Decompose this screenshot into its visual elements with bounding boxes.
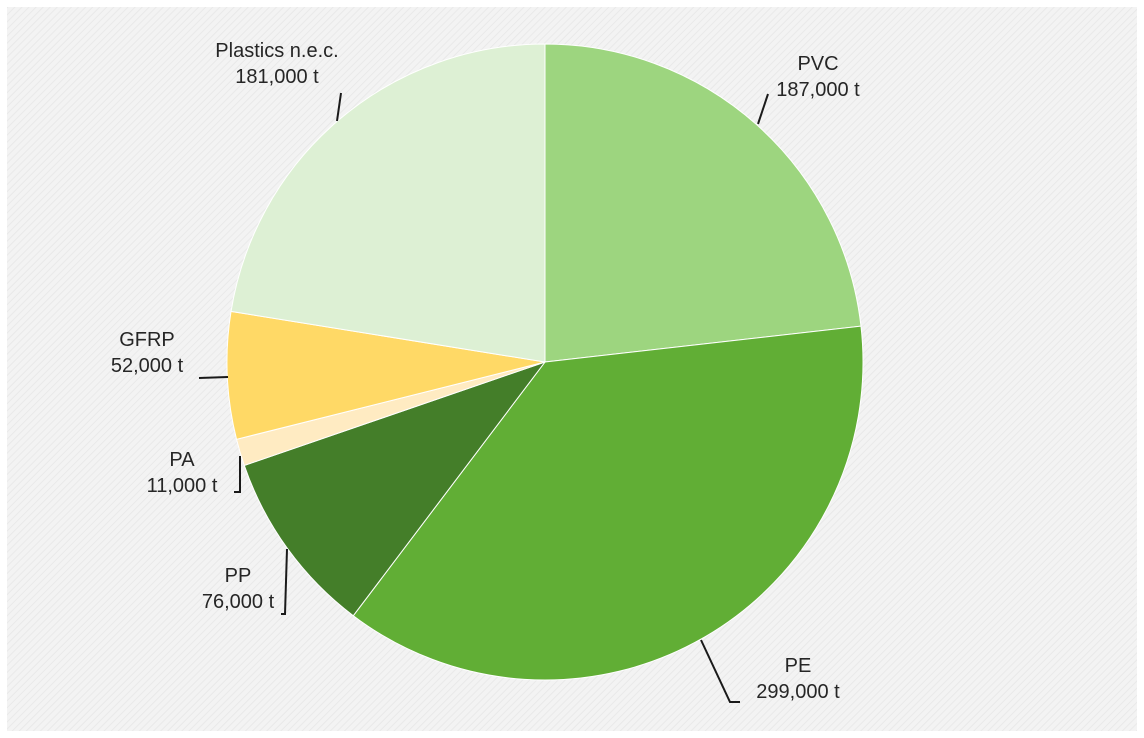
slice-label-value-pp: 76,000 t (202, 591, 275, 613)
slice-label-value-pa: 11,000 t (147, 475, 218, 497)
slice-label-value-plastics-n-e-c: 181,000 t (235, 66, 319, 88)
slice-label-name-pe: PE (785, 655, 812, 677)
slice-label-value-gfrp: 52,000 t (111, 355, 184, 377)
leader-lines (198, 92, 769, 703)
data-labels: PVC 187,000 t PE 299,000 t PP 76,000 t PA 11,00… (111, 40, 860, 703)
slice-label-name-gfrp: GFRP (119, 329, 175, 351)
pie-slice-gfrp (226, 310, 546, 440)
leader-line-pa (234, 456, 241, 493)
leader-line-pp (281, 548, 288, 615)
leader-line-gfrp (198, 376, 229, 379)
pie-slice-pp (243, 360, 547, 617)
pie-slice-pvc (544, 43, 862, 363)
pie-slice-plastics-n-e-c (230, 43, 546, 363)
leader-line-pe (700, 639, 740, 703)
leader-line-plastics-n-e-c (336, 92, 342, 122)
leader-line-pvc (757, 93, 769, 125)
slice-label-name-pp: PP (225, 565, 252, 587)
pie-slice-pe (352, 325, 864, 681)
slice-label-name-plastics-n-e-c: Plastics n.e.c. (215, 40, 338, 62)
slice-label-value-pvc: 187,000 t (776, 79, 860, 101)
slice-label-name-pvc: PVC (797, 53, 838, 75)
slice-label-value-pe: 299,000 t (756, 681, 840, 703)
slice-label-name-pa: PA (169, 449, 195, 471)
pie-slices (226, 43, 864, 681)
